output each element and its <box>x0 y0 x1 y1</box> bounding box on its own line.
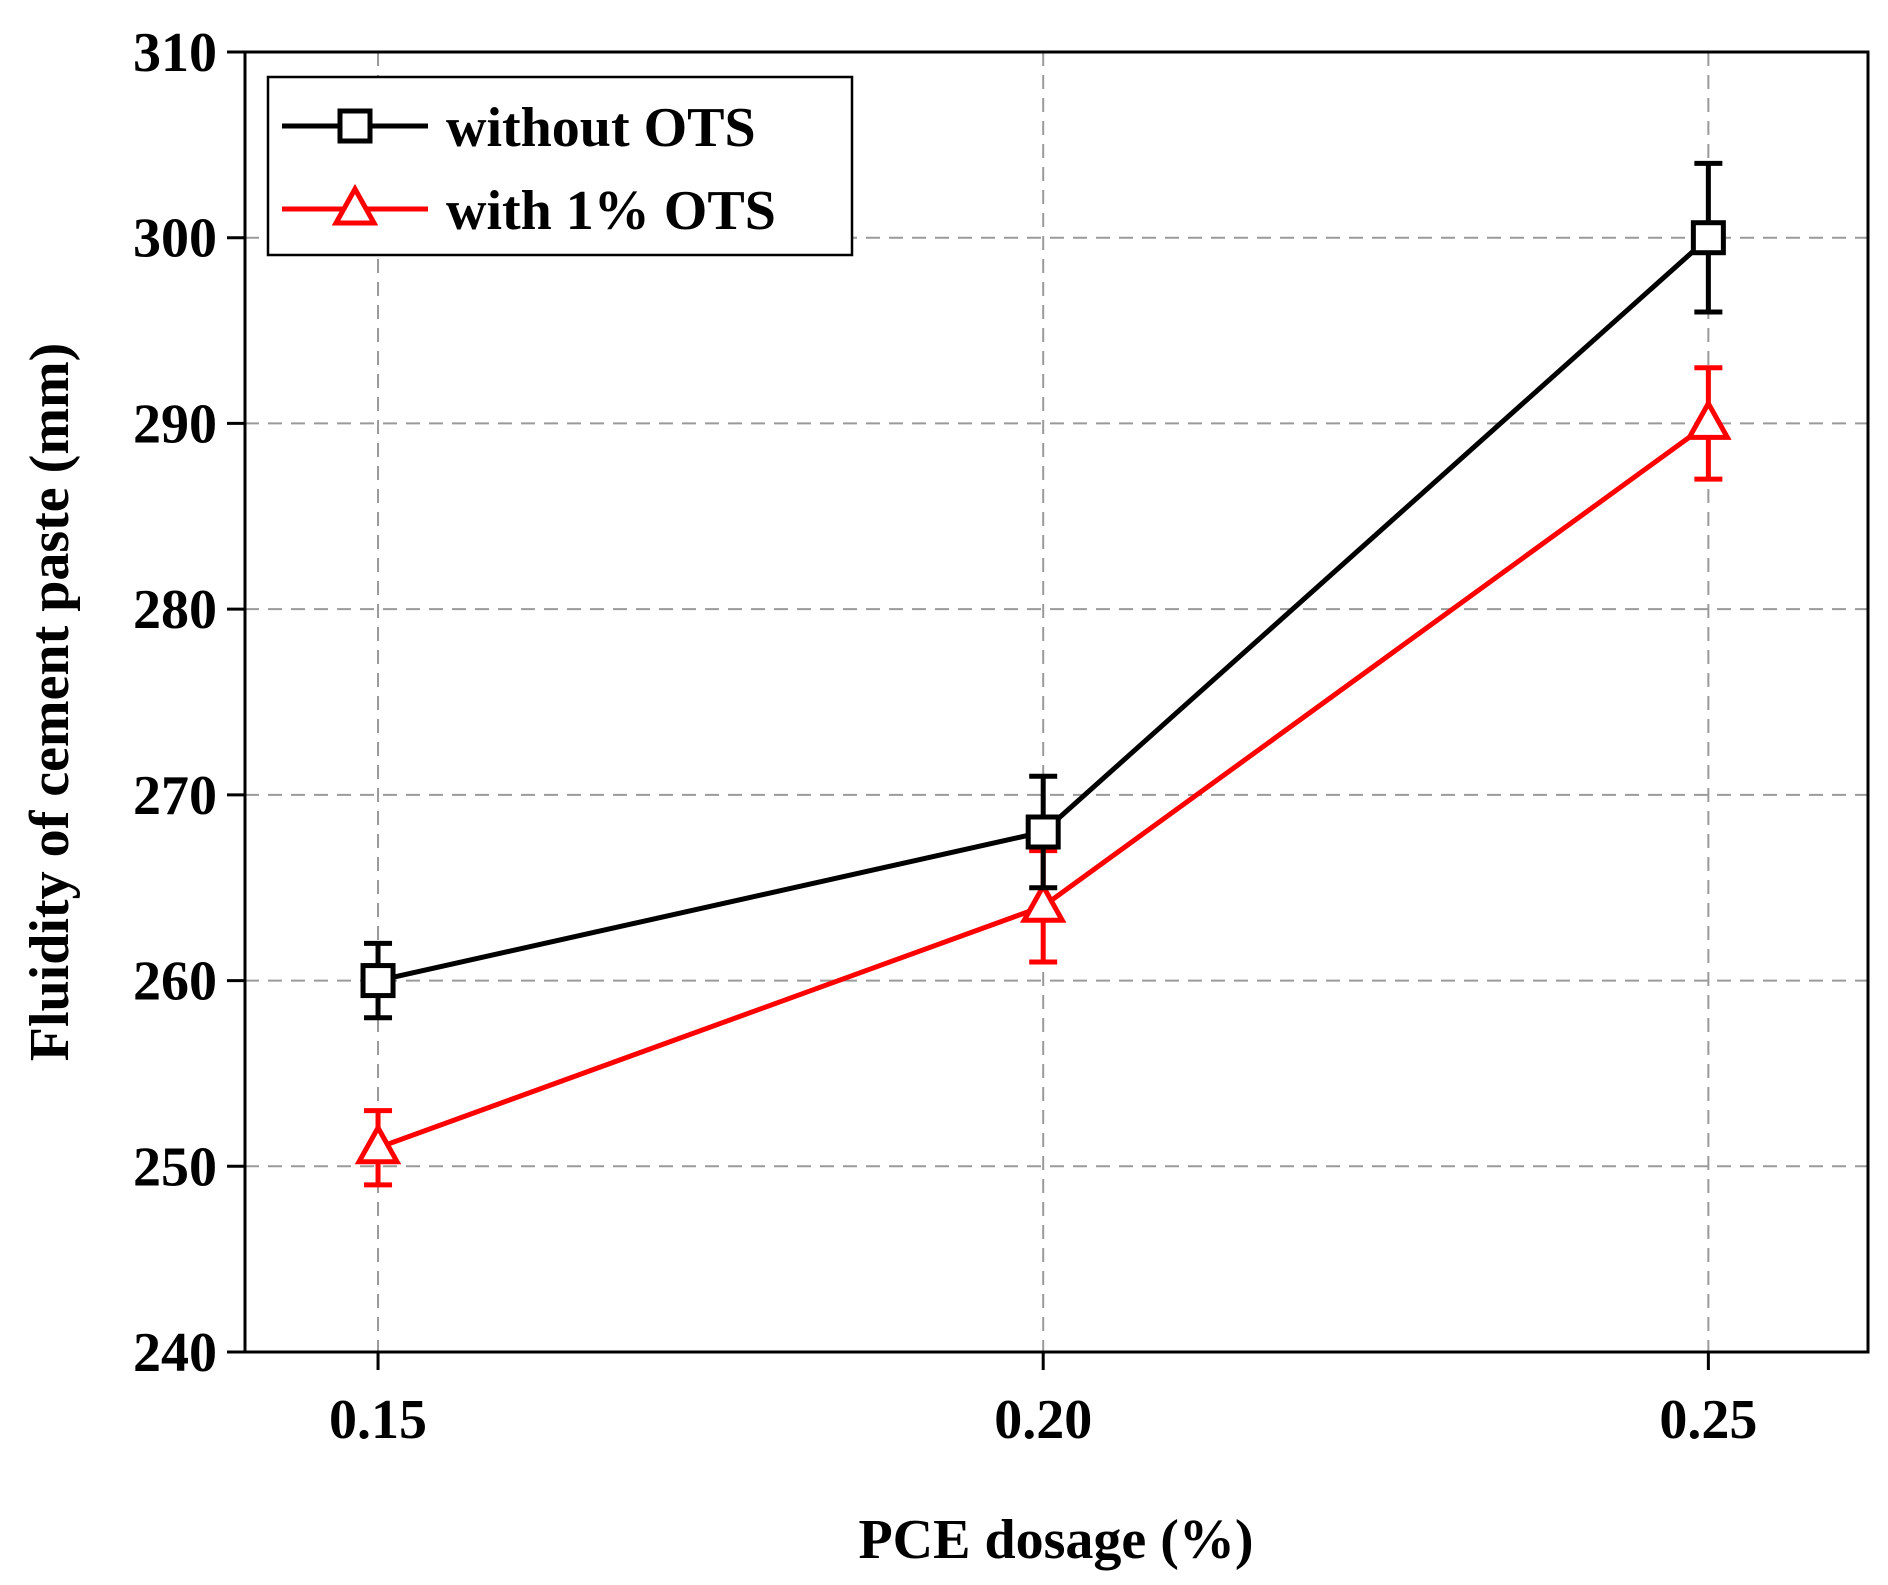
legend-item: without OTS <box>282 97 756 159</box>
x-tick-label: 0.20 <box>994 1389 1092 1451</box>
y-axis-title: Fluidity of cement paste (mm) <box>19 343 81 1062</box>
legend-label: without OTS <box>446 97 756 159</box>
data-point <box>1019 881 1067 923</box>
data-point <box>1685 398 1732 440</box>
y-tick-label: 310 <box>133 22 217 84</box>
y-tick-label: 250 <box>133 1136 217 1198</box>
legend: without OTS with 1% OTS <box>266 75 854 257</box>
y-tick-label: 300 <box>133 208 217 270</box>
plot-frame <box>243 50 1870 1354</box>
data-point <box>1025 814 1061 850</box>
legend-marker <box>331 183 379 226</box>
legend-item: with 1% OTS <box>282 180 776 242</box>
y-tick-label: 280 <box>133 579 217 641</box>
data-point <box>354 1122 402 1165</box>
y-tick-label: 240 <box>133 1322 217 1384</box>
y-tick-label: 260 <box>133 951 217 1013</box>
x-tick-label: 0.15 <box>329 1389 427 1451</box>
data-point <box>1690 220 1726 256</box>
series-layer <box>354 160 1732 1188</box>
legend-label: with 1% OTS <box>446 180 776 242</box>
y-tick-label: 270 <box>133 765 217 827</box>
data-point <box>360 963 396 999</box>
y-axis: 240 250 260 270 280 290 300 310 <box>133 22 245 1384</box>
y-tick-label: 290 <box>133 393 217 455</box>
x-axis-title: PCE dosage (%) <box>858 1509 1253 1571</box>
x-tick-label: 0.25 <box>1659 1389 1757 1451</box>
series-square <box>360 160 1726 1021</box>
x-axis: 0.15 0.20 0.25 <box>329 1352 1757 1451</box>
legend-marker <box>337 108 373 144</box>
